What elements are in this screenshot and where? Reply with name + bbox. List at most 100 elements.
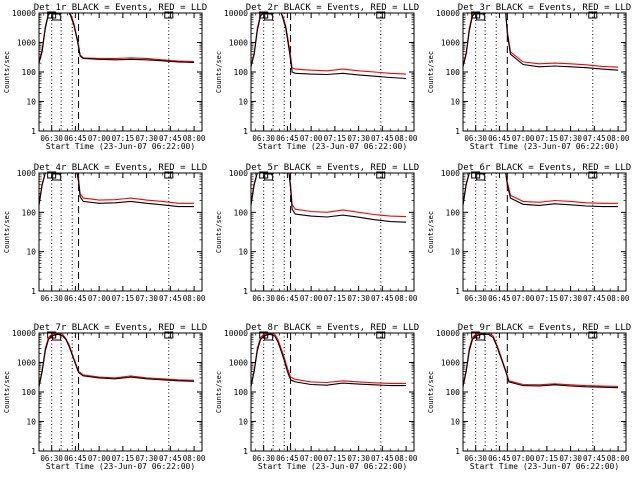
marker-box (476, 13, 486, 21)
x-tick-label: 07:45 (159, 454, 182, 463)
marker-box (471, 11, 481, 19)
x-tick-label: 07:45 (371, 294, 394, 303)
x-tick-label: 06:45 (276, 134, 299, 143)
marker-box (264, 333, 274, 341)
marker-box (471, 171, 481, 179)
series-line-lld (251, 13, 407, 75)
y-tick-label: 1 (31, 447, 36, 456)
x-tick-label: 06:30 (252, 134, 275, 143)
series-line-lld (251, 333, 407, 386)
plot-frame (38, 12, 203, 132)
x-tick-label: 08:00 (395, 454, 418, 463)
y-tick-label: 1000 (441, 169, 460, 178)
y-tick-label: 1000 (17, 359, 36, 368)
marker-box (164, 11, 174, 19)
y-axis-label: Counts/sec (215, 51, 223, 93)
y-axis-label: Counts/sec (427, 211, 435, 253)
marker-box (164, 171, 174, 179)
marker-box (164, 331, 174, 339)
panel-title: Det 6r BLACK = Events, RED = LLD (458, 163, 631, 173)
y-tick-label: 100 (446, 208, 461, 217)
x-tick-label: 07:30 (559, 294, 582, 303)
marker-box (476, 333, 486, 341)
y-tick-label: 100 (446, 68, 461, 77)
panel-title: Det 5r BLACK = Events, RED = LLD (246, 163, 419, 173)
x-tick-label: 06:45 (64, 134, 87, 143)
x-tick-label: 07:00 (300, 294, 323, 303)
y-tick-label: 10000 (224, 9, 248, 18)
x-tick-label: 06:30 (464, 294, 487, 303)
y-axis-label: Counts/sec (3, 51, 11, 93)
x-tick-label: 07:30 (347, 134, 370, 143)
x-tick-label: 07:45 (159, 294, 182, 303)
x-tick-label: 07:30 (559, 134, 582, 143)
x-tick-label: 07:00 (300, 454, 323, 463)
x-tick-label: 08:00 (183, 454, 206, 463)
plot-frame (250, 12, 415, 132)
x-tick-label: 06:30 (40, 454, 63, 463)
y-tick-label: 10000 (436, 329, 460, 338)
series-line-lld (39, 333, 195, 386)
y-tick-label: 1000 (229, 169, 248, 178)
series-line-lld (251, 173, 407, 218)
series-line-events (251, 13, 407, 80)
y-axis-label: Counts/sec (215, 211, 223, 253)
x-tick-label: 07:45 (583, 294, 606, 303)
marker-box (52, 173, 62, 181)
plot-frame (462, 172, 627, 292)
y-tick-label: 10000 (436, 9, 460, 18)
y-tick-label: 1000 (229, 39, 248, 48)
x-tick-label: 07:15 (324, 454, 347, 463)
marker-box (264, 173, 274, 181)
y-tick-label: 10 (238, 418, 248, 427)
marker-box (259, 171, 269, 179)
y-tick-label: 10000 (12, 329, 36, 338)
y-tick-label: 1000 (229, 359, 248, 368)
marker-box (588, 171, 598, 179)
plot-frame (462, 332, 627, 452)
series-line-events (251, 173, 407, 223)
x-tick-label: 07:00 (88, 454, 111, 463)
y-tick-label: 100 (446, 388, 461, 397)
series-line-events (463, 13, 619, 71)
x-tick-label: 07:00 (512, 454, 535, 463)
plot-frame (462, 12, 627, 132)
x-tick-label: 07:00 (512, 134, 535, 143)
detector-panel-7: Det 7r BLACK = Events, RED = LLD Counts/s… (3, 323, 207, 471)
y-tick-label: 10 (238, 98, 248, 107)
y-tick-label: 1 (243, 127, 248, 136)
series-line-lld (463, 173, 619, 204)
series-line-lld (39, 13, 195, 63)
panel-title: Det 2r BLACK = Events, RED = LLD (246, 3, 419, 13)
x-axis-label: Start Time (23-Jun-07 06:22:00) (258, 462, 407, 471)
x-axis-label: Start Time (23-Jun-07 06:22:00) (470, 142, 619, 151)
x-tick-label: 07:00 (300, 134, 323, 143)
panel-title: Det 8r BLACK = Events, RED = LLD (246, 323, 419, 333)
series-line-events (39, 13, 195, 64)
plot-frame (250, 332, 415, 452)
marker-box (259, 11, 269, 19)
x-tick-label: 06:45 (488, 134, 511, 143)
x-tick-label: 07:15 (112, 134, 135, 143)
x-tick-label: 07:15 (536, 454, 559, 463)
x-axis-label: Start Time (23-Jun-07 06:22:00) (470, 462, 619, 471)
y-axis-label: Counts/sec (215, 371, 223, 413)
detector-panel-9: Det 9r BLACK = Events, RED = LLD Counts/s… (427, 323, 631, 471)
x-tick-label: 07:30 (135, 294, 158, 303)
x-tick-label: 08:00 (395, 134, 418, 143)
series-line-events (39, 173, 195, 208)
y-tick-label: 100 (234, 208, 249, 217)
x-tick-label: 07:00 (512, 294, 535, 303)
y-tick-label: 1 (455, 127, 460, 136)
x-tick-label: 07:45 (159, 134, 182, 143)
y-tick-label: 1000 (441, 359, 460, 368)
x-tick-label: 08:00 (607, 454, 630, 463)
x-tick-label: 07:15 (324, 294, 347, 303)
x-tick-label: 06:45 (488, 294, 511, 303)
y-tick-label: 1000 (17, 39, 36, 48)
x-tick-label: 06:45 (276, 294, 299, 303)
x-tick-label: 07:15 (536, 134, 559, 143)
marker-box (52, 333, 62, 341)
x-axis-label: Start Time (23-Jun-07 06:22:00) (46, 142, 195, 151)
